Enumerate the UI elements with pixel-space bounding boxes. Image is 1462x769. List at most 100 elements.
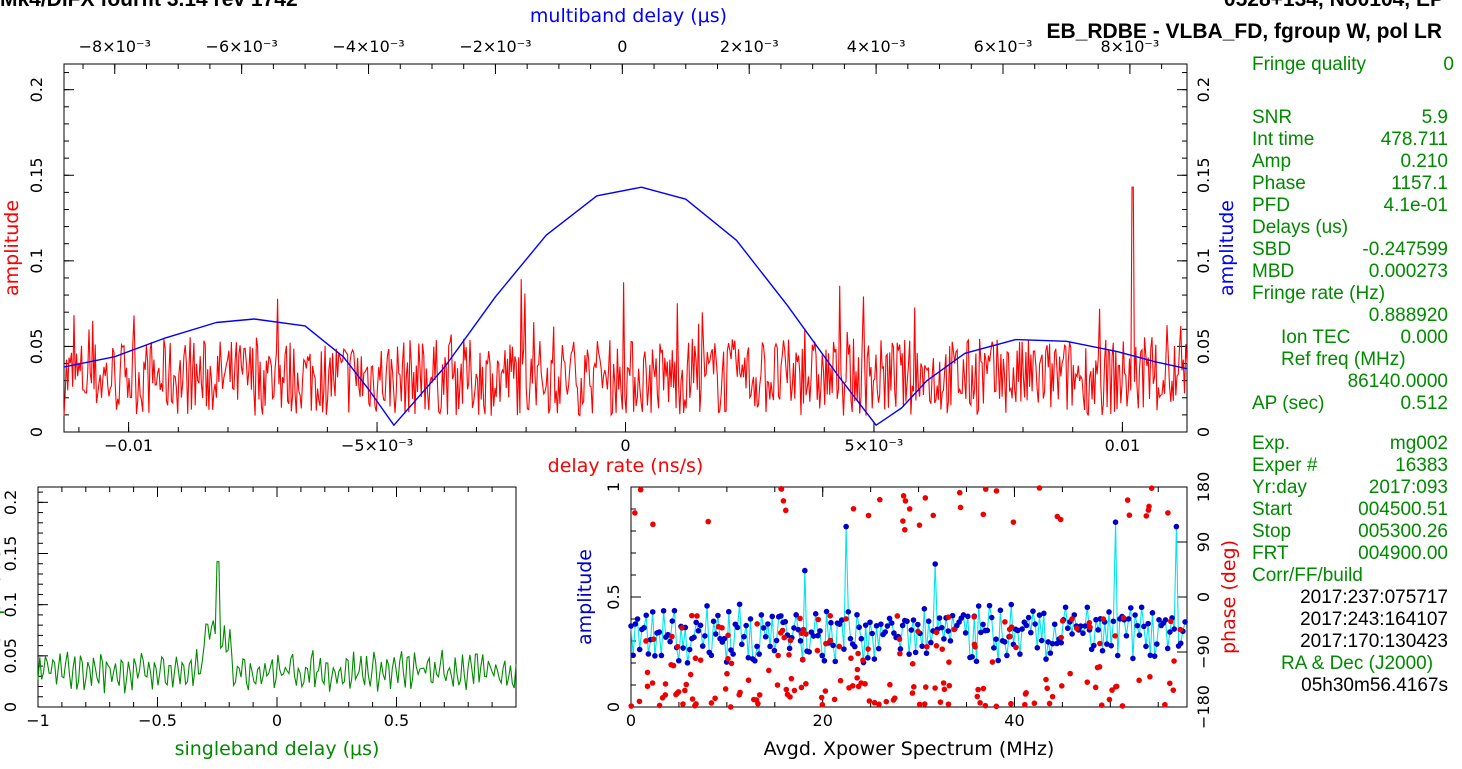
plot3-xlabel: Avgd. Xpower Spectrum (MHz) (764, 738, 1055, 760)
xpower-amplitude-point (778, 613, 784, 619)
xpower-phase-point (1086, 620, 1093, 626)
xpower-phase-point (694, 613, 700, 619)
xpower-amplitude-point (821, 657, 828, 664)
xpower-amplitude-point (1058, 639, 1065, 646)
xpower-phase-point (865, 512, 872, 519)
xpower-phase-point (788, 675, 795, 682)
xpower-phase-point (1168, 618, 1174, 625)
xpower-amplitude-point (691, 634, 697, 641)
mbd-value: 0.000273 (1368, 261, 1448, 282)
xpower-phase-point (745, 677, 752, 684)
plot3-xtick-label: 20 (813, 711, 833, 730)
xpower-phase-point (765, 667, 772, 674)
plot1-ytick-label-right: 0.1 (1194, 248, 1213, 273)
xpower-amplitude-point (736, 601, 743, 608)
xpower-phase-point (1166, 680, 1173, 687)
xpower-phase-point (697, 657, 704, 663)
xpower-amplitude-point (921, 606, 928, 612)
plot1-xtick-label-bottom: −0.01 (104, 436, 153, 455)
xpower-amplitude-point (1008, 601, 1015, 608)
xpower-amplitude-point (791, 625, 797, 631)
xpower-amplitude-point (649, 609, 656, 615)
xpower-amplitude-point (904, 618, 910, 625)
xpower-amplitude-point (739, 641, 745, 648)
xpower-amplitude-point (1106, 609, 1112, 615)
xpower-phase-point (1171, 658, 1177, 664)
yrday-value: 2017:093 (1368, 477, 1448, 498)
xpower-amplitude-point (658, 652, 665, 659)
xpower-amplitude-point (802, 567, 808, 574)
xpower-amplitude-point (1049, 640, 1056, 647)
xpower-amplitude-point (1151, 653, 1158, 659)
xpower-phase-point (945, 701, 952, 707)
fringe-plots-canvas: 0 00.05 0.050.1 0.10.15 0.150.2 0.2−0.01 −5×10… (0, 5, 1240, 760)
xpower-phase-point (975, 686, 981, 693)
plot1-ytick-label-right: 0.05 (1194, 329, 1213, 365)
xpower-amplitude-point (806, 649, 812, 655)
xpower-phase-point (843, 616, 849, 622)
xpower-amplitude-point (1062, 604, 1069, 611)
xpower-phase-point (854, 666, 861, 673)
xpower-amplitude-point (773, 637, 780, 644)
xpower-amplitude-point (1123, 632, 1130, 639)
xpower-phase-point (1098, 702, 1105, 709)
xpower-phase-point (993, 488, 1000, 494)
xpower-phase-point (989, 659, 996, 665)
xpower-amplitude-point (797, 638, 804, 644)
xpower-amplitude-point (1023, 622, 1030, 629)
xpower-amplitude-point (960, 612, 967, 618)
plot1-ytick-label-left: 0 (27, 427, 46, 437)
xpower-amplitude-point (1182, 619, 1188, 625)
ref-freq-label: Ref freq (MHz) (1281, 349, 1406, 370)
xpower-phase-point (915, 628, 921, 635)
right-title: 0528+134, No0104, EP (1224, 0, 1444, 10)
xpower-phase-point (933, 643, 940, 649)
sbd-value: -0.247599 (1362, 239, 1448, 260)
xpower-amplitude-point (993, 636, 999, 643)
xpower-amplitude-point (869, 630, 875, 637)
xpower-phase-point (803, 631, 809, 637)
xpower-phase-point (855, 650, 861, 657)
xpower-phase-point (783, 686, 790, 693)
xpower-amplitude-point (745, 654, 752, 661)
xpower-amplitude-point (1145, 620, 1151, 627)
xpower-phase-point (650, 521, 656, 528)
plot2-ytick-label: 0.05 (1, 638, 20, 674)
xpower-amplitude-point (704, 603, 710, 609)
plot3-ytick-label-left: 1 (604, 482, 623, 492)
xpower-phase-point (921, 701, 928, 707)
xpower-amplitude-point (1156, 616, 1162, 623)
xpower-phase-point (1162, 701, 1168, 708)
xpower-phase-point (933, 629, 940, 636)
xpower-amplitude-point (795, 626, 802, 633)
xpower-phase-point (982, 702, 989, 709)
xpower-phase-point (1073, 625, 1080, 632)
xpower-amplitude-point (1130, 655, 1136, 662)
xpower-phase-point (1119, 703, 1126, 709)
xpower-phase-point (797, 615, 803, 622)
xpower-amplitude-point (819, 652, 826, 659)
xpower-amplitude-point (847, 635, 854, 642)
xpower-amplitude-point (875, 645, 882, 652)
xpower-amplitude-point (856, 624, 862, 631)
xpower-amplitude-point (656, 629, 663, 635)
xpower-amplitude-point (810, 633, 817, 639)
xpower-amplitude-point (915, 621, 921, 628)
corr-value-1: 2017:237:075717 (1300, 587, 1448, 608)
xpower-amplitude-point (693, 619, 699, 626)
xpower-phase-point (1106, 696, 1113, 703)
xpower-amplitude-point (1099, 647, 1106, 654)
xpower-amplitude-point (852, 643, 858, 650)
xpower-amplitude-point (980, 621, 986, 628)
xpower-phase-point (1112, 633, 1118, 639)
xpower-phase-point (724, 670, 730, 677)
xpower-phase-point (1126, 512, 1133, 519)
plot1-xtick-label-top: −8×10⁻³ (79, 37, 151, 56)
amp-label: Amp (1252, 151, 1292, 172)
xpower-phase-point (866, 698, 873, 704)
xpower-phase-point (911, 684, 917, 690)
plot1-xlabel-bottom: delay rate (ns/s) (548, 455, 704, 477)
xpower-amplitude-point (1132, 612, 1138, 618)
xpower-amplitude-point (841, 646, 847, 652)
start-label: Start (1252, 499, 1293, 520)
